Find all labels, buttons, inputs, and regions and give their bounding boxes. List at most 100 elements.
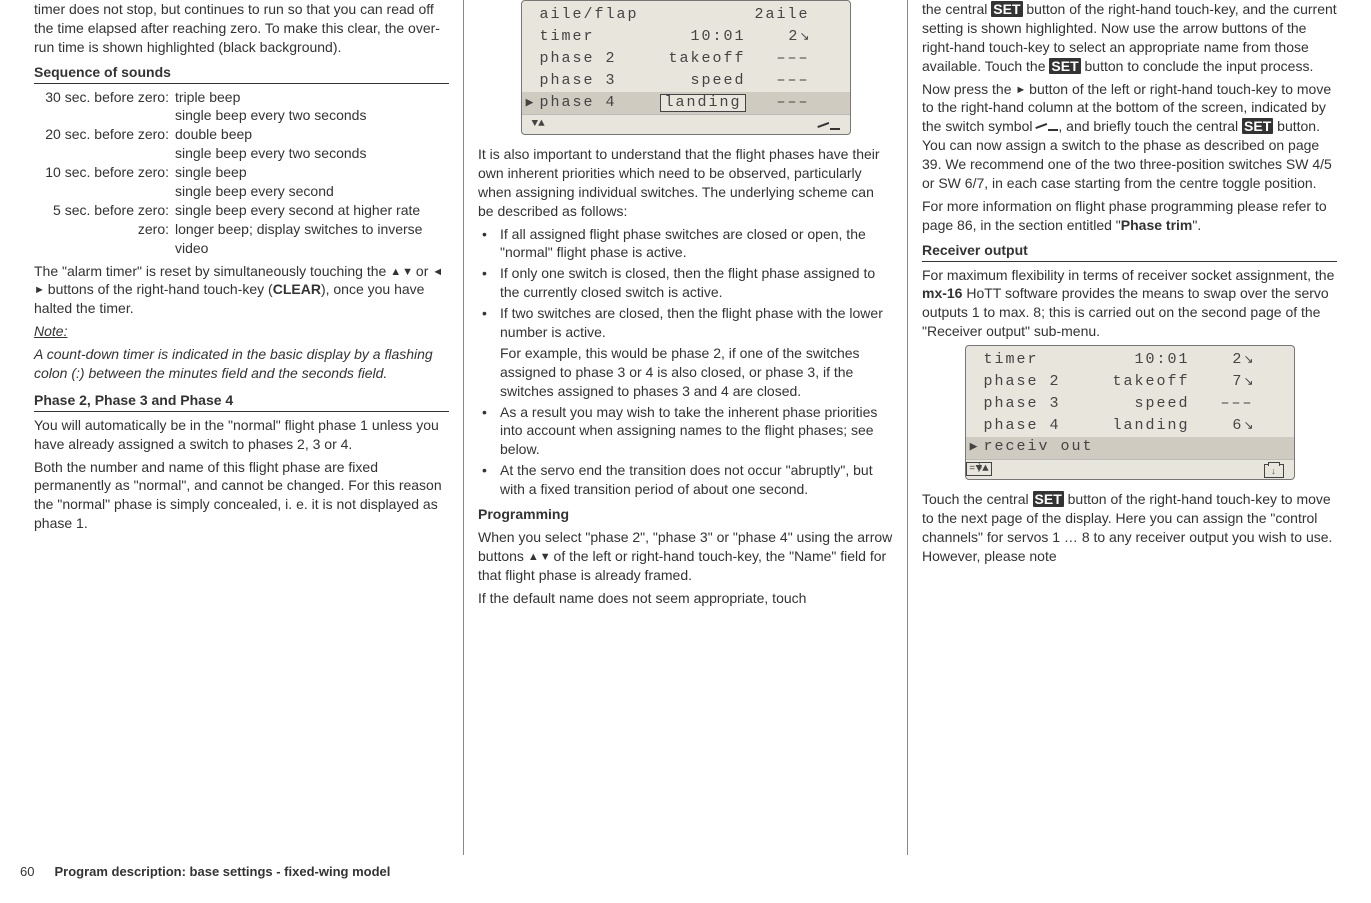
sound-label: zero: [34,220,169,258]
text: For maximum flexibility in terms of rece… [922,267,1334,283]
lcd-footer: ▼▲ [522,114,850,134]
text: , and briefly touch the central [1058,118,1242,134]
lcd-cell: = 〉 [966,457,984,477]
up-down-arrows-icon: ▲ ▼ [390,266,412,278]
text: button to conclude the input process. [1081,58,1314,74]
bullet-item: If only one switch is closed, then the f… [478,264,893,302]
sound-value: single beep every second [175,182,449,201]
note-heading: Note: [34,322,449,341]
lcd-row: aile/flap2aile [522,4,850,26]
column-3: the central SET button of the right-hand… [908,0,1351,855]
phase-trim-label: Phase trim [1121,217,1193,233]
switch-indicator-icon: ↘ [1243,374,1253,388]
cursor-icon: ▶ [522,94,540,112]
sound-label [34,106,169,125]
lcd-cell: takeoff [1094,372,1194,392]
sound-value: triple beep [175,88,449,107]
sound-value: longer beep; display switches to inverse… [175,220,449,258]
set-paragraph-3: For more information on flight phase pro… [922,197,1337,235]
lcd-row: phase 3speed––– [966,393,1294,415]
sound-value: double beep [175,125,449,144]
heading-sequence-of-sounds: Sequence of sounds [34,63,449,84]
bullet-item: If all assigned flight phase switches ar… [478,225,893,263]
mx-16-label: mx-16 [922,285,962,301]
sound-value: single beep every second at higher rate [175,201,449,220]
page-columns: timer does not stop, but continues to ru… [20,0,1351,855]
text: For example, this would be phase 2, if o… [500,344,893,401]
lcd-row: timer10:012↘ [522,26,850,48]
lcd-display-2: timer10:012↘ phase 2takeoff7↘ phase 3spe… [965,345,1295,480]
bullet-item: If two switches are closed, then the fli… [478,304,893,400]
lcd-cell: phase 3 [540,71,650,91]
lcd-cell: 10:01 [1094,350,1194,370]
lcd-cell: ––– [750,49,810,69]
lcd-row: timer10:012↘ [966,349,1294,371]
bullet-item: As a result you may wish to take the inh… [478,403,893,460]
bullet-item: At the servo end the transition does not… [478,461,893,499]
sounds-table: 30 sec. before zero: triple beep single b… [34,88,449,258]
switch-symbol-icon [818,115,840,137]
framed-value: landing [660,94,745,112]
priorities-intro: It is also important to understand that … [478,145,893,221]
lcd-cell: 2↘ [750,27,810,47]
switch-symbol-icon [1036,118,1058,134]
column-1: timer does not stop, but continues to ru… [20,0,463,855]
receiver-paragraph-1: For maximum flexibility in terms of rece… [922,266,1337,342]
lcd-cell: ––– [1194,394,1254,414]
text: The "alarm timer" is reset by simultaneo… [34,263,390,279]
lcd-display-1: aile/flap2aile timer10:012↘ phase 2takeo… [521,0,851,135]
column-2: aile/flap2aile timer10:012↘ phase 2takeo… [463,0,908,855]
text: ". [1192,217,1201,233]
lcd-cell: landing [1094,416,1194,436]
lcd-cell: phase 2 [540,49,650,69]
text: HoTT software provides the means to swap… [922,285,1329,339]
sound-label: 30 sec. before zero: [34,88,169,107]
priorities-bullets: If all assigned flight phase switches ar… [478,225,893,499]
lcd-cell: receiv out [984,437,1194,457]
lcd-cell: phase 2 [984,372,1094,392]
text: Now press the [922,81,1015,97]
lcd-cell: 2↘ [1194,350,1254,370]
lcd-footer: ▼▲ ↓ [966,459,1294,479]
text: or [412,263,432,279]
sound-value: single beep every two seconds [175,106,449,125]
page-footer-title: Program description: base settings - fix… [54,863,390,881]
next-page-icon: = 〉 [966,462,992,476]
lcd-row: phase 4landing6↘ [966,415,1294,437]
lcd-cell: landing [650,93,750,113]
lcd-row: phase 2takeoff7↘ [966,371,1294,393]
lcd-cell: phase 4 [984,416,1094,436]
right-arrow-icon: ► [1015,84,1025,96]
clear-label: CLEAR [273,281,321,297]
set-button-label: SET [1242,118,1273,134]
programming-paragraph-1: When you select "phase 2", "phase 3" or … [478,528,893,585]
lcd-cell: 10:01 [650,27,750,47]
phase-paragraph-2: Both the number and name of this flight … [34,458,449,534]
sound-value: single beep every two seconds [175,144,449,163]
set-button-label: SET [1033,491,1064,507]
lcd-cell: ––– [750,93,810,113]
set-button-label: SET [991,1,1022,17]
lcd-row-selected: ▶phase 4 landing ––– [522,92,850,114]
lcd-cell: ––– [750,71,810,91]
sound-label: 20 sec. before zero: [34,125,169,144]
set-paragraph-1: the central SET button of the right-hand… [922,0,1337,76]
lcd-cell: phase 4 [540,93,650,113]
lcd-cell: speed [650,71,750,91]
intro-paragraph: timer does not stop, but continues to ru… [34,0,449,57]
heading-receiver-output: Receiver output [922,241,1337,262]
programming-paragraph-2: If the default name does not seem approp… [478,589,893,608]
phase-paragraph-1: You will automatically be in the "normal… [34,416,449,454]
note-body: A count-down timer is indicated in the b… [34,345,449,383]
receiver-paragraph-2: Touch the central SET button of the righ… [922,490,1337,566]
text: If two switches are closed, then the fli… [500,305,883,340]
cursor-icon: ▶ [966,438,984,456]
text: Touch the central [922,491,1033,507]
alarm-paragraph: The "alarm timer" is reset by simultaneo… [34,262,449,319]
lcd-cell: speed [1094,394,1194,414]
text: the central [922,1,991,17]
switch-indicator-icon: ↘ [1243,352,1253,366]
sound-label: 10 sec. before zero: [34,163,169,182]
lcd-row: phase 3speed––– [522,70,850,92]
switch-indicator-icon: ↘ [799,29,809,43]
